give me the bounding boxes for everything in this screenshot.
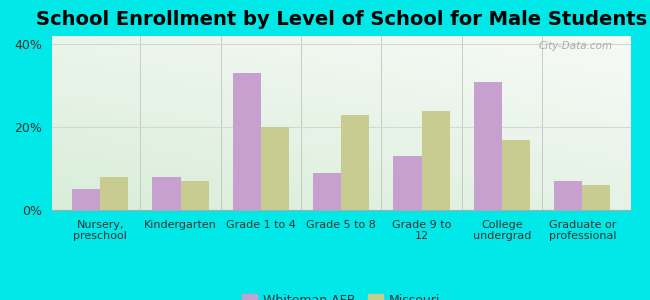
Bar <box>554 181 582 210</box>
Bar <box>502 140 530 210</box>
Bar <box>474 82 502 210</box>
Bar <box>181 181 209 210</box>
Bar <box>582 185 610 210</box>
Text: City-Data.com: City-Data.com <box>539 41 613 51</box>
Legend: Whiteman AFB, Missouri: Whiteman AFB, Missouri <box>237 289 446 300</box>
Bar <box>313 173 341 210</box>
Bar <box>393 156 422 210</box>
Bar <box>72 189 100 210</box>
Bar <box>422 111 450 210</box>
Bar <box>261 127 289 210</box>
Bar <box>233 73 261 210</box>
Bar <box>100 177 128 210</box>
Bar <box>153 177 181 210</box>
Bar <box>341 115 369 210</box>
Title: School Enrollment by Level of School for Male Students: School Enrollment by Level of School for… <box>36 10 647 29</box>
